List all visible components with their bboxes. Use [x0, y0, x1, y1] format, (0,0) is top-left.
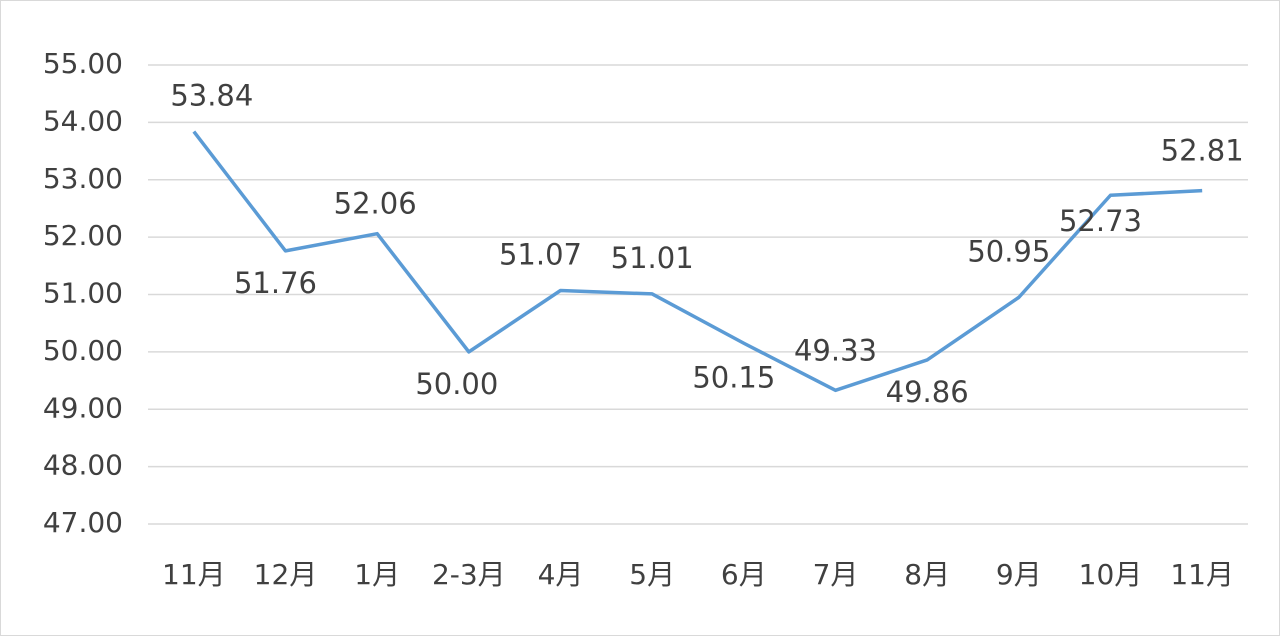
data-label: 53.84	[170, 79, 253, 113]
y-tick-label: 54.00	[43, 104, 123, 137]
y-tick-label: 55.00	[43, 47, 123, 80]
x-tick-label: 7月	[813, 558, 859, 591]
y-tick-label: 53.00	[43, 162, 123, 195]
y-tick-label: 47.00	[43, 506, 123, 539]
data-label: 49.86	[886, 375, 969, 409]
x-tick-label: 11月	[162, 558, 226, 591]
x-tick-label: 11月	[1170, 558, 1234, 591]
data-label: 50.95	[967, 234, 1050, 268]
x-tick-label: 9月	[996, 558, 1042, 591]
data-label: 51.07	[499, 237, 582, 271]
y-tick-label: 49.00	[43, 391, 123, 424]
x-tick-label: 12月	[254, 558, 318, 591]
x-tick-label: 4月	[538, 558, 584, 591]
y-tick-label: 52.00	[43, 219, 123, 252]
data-label: 52.06	[334, 187, 417, 221]
data-label: 52.73	[1059, 204, 1142, 238]
y-tick-label: 51.00	[43, 277, 123, 310]
data-label: 52.81	[1161, 134, 1244, 168]
data-label: 51.01	[611, 241, 694, 275]
x-tick-label: 10月	[1079, 558, 1143, 591]
data-label: 49.33	[794, 333, 877, 367]
x-tick-label: 5月	[629, 558, 675, 591]
data-line	[192, 130, 1203, 393]
y-tick-label: 48.00	[43, 449, 123, 482]
data-label: 51.76	[234, 266, 317, 300]
x-tick-label: 8月	[904, 558, 950, 591]
data-label: 50.15	[692, 360, 775, 394]
x-tick-label: 2-3月	[432, 558, 506, 591]
x-tick-label: 6月	[721, 558, 767, 591]
data-label: 50.00	[415, 367, 498, 401]
x-tick-label: 1月	[354, 558, 400, 591]
y-tick-label: 50.00	[43, 334, 123, 367]
